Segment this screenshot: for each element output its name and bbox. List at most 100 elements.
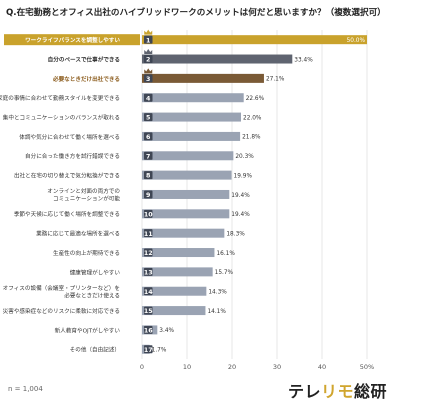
row-highlight [4,34,140,46]
category-label: オフィスの設備（会議室・プリンターなど）を [3,284,120,292]
bar [142,189,230,199]
bar [142,35,367,45]
value-label: 1.7% [152,348,167,354]
rank-number: 12 [144,250,153,257]
rank-badge [144,132,153,141]
value-label: 22.0% [243,115,262,121]
value-label: 19.4% [231,212,250,218]
brand-logo: テレリモ総研 [288,378,387,402]
rank-number: 2 [146,57,150,64]
rank-number: 15 [144,308,153,315]
category-label: 出社と在宅の切り替えで気分転換ができる [14,172,120,180]
crown-shape [144,49,153,55]
rank-number: 14 [144,289,153,296]
category-label: 必要なときだけ出社できる [52,75,120,83]
x-tick-label: 20 [228,363,236,371]
x-tick-label: 10 [183,363,191,371]
rank-badge [144,267,153,276]
category-label: 災害や感染症などのリスクに柔軟に対応できる [3,307,120,315]
rank-badge [144,287,153,296]
rank-number: 3 [146,76,150,83]
rank-badge [144,306,153,315]
rank-number: 8 [146,173,150,180]
x-tick-label: 30 [273,363,281,371]
value-label: 19.9% [234,173,253,179]
category-label: 自分に合った働き方を試行錯誤できる [25,152,120,160]
rank-number: 9 [146,192,150,199]
rank-number: 6 [146,134,151,141]
bar [142,112,241,122]
value-label: 16.1% [216,251,235,257]
bar [142,286,207,296]
rank-badge [144,55,153,64]
sample-size-note: n = 1,004 [8,385,43,393]
category-label: 健康管理がしやすい [70,268,121,276]
category-label: 生産性の向上が期待できる [53,249,120,257]
category-label: 集中とコミュニケーションのバランスが取れる [3,113,120,121]
bar [142,267,213,277]
bar [142,54,293,64]
rank-number: 5 [146,115,150,122]
category-label: コミュニケーションが可能 [53,195,120,203]
rank-badge [144,171,153,180]
bar [142,248,215,258]
rank-number: 17 [144,347,153,354]
rank-number: 11 [144,231,153,238]
rank-number: 1 [146,37,150,44]
rank-badge [144,74,153,83]
value-label: 33.4% [294,57,313,63]
value-label: 22.6% [246,96,265,102]
category-label: ワークライフバランスを調整しやすい [25,36,120,44]
rank-badge [144,151,153,160]
rank-badge [144,35,153,44]
rank-badge [144,325,153,334]
chart-title: Q.在宅勤務とオフィス出社のハイブリッドワークのメリットは何だと思いますか？（複… [6,8,386,18]
bar [142,151,234,161]
rank-number: 7 [146,153,150,160]
bar [142,170,232,180]
category-label: 必要なときだけ使える [64,291,120,299]
crown-icon [144,29,153,35]
crown-icon [144,49,153,55]
bar [142,131,241,141]
value-label: 18.3% [226,231,245,237]
bar [142,209,230,219]
category-label: 季節や天候に応じて働く場所を調整できる [14,210,120,218]
category-label: その他（自由記述） [70,346,120,354]
rank-badge [144,209,153,218]
x-tick-label: 40 [318,363,326,371]
value-label: 14.3% [208,290,227,296]
rank-badge [144,248,153,257]
value-label: 3.4% [159,328,174,334]
category-label: オンラインと対面の両方での [47,187,120,195]
rank-badge [144,93,153,102]
value-label: 14.1% [207,309,226,315]
rank-badge [144,229,153,238]
brand-accent: リモ [321,382,355,401]
crown-shape [144,29,153,35]
x-tick-label: 50% [360,363,374,371]
brand-part2: 総研 [354,382,388,401]
rank-number: 10 [144,211,153,218]
rank-number: 4 [146,95,151,102]
category-label: 新人教育やOJTがしやすい [55,326,121,334]
value-label: 19.4% [231,193,250,199]
value-label: 50.0% [347,38,366,44]
rank-number: 13 [144,269,153,276]
crown-icon [144,68,153,74]
x-tick-label: 0 [140,363,144,371]
category-label: 自分のペースで仕事ができる [48,55,120,63]
category-label: 家庭の事情に合わせて勤務スタイルを変更できる [0,94,120,102]
bar [142,306,206,316]
value-label: 20.3% [235,154,254,160]
rank-badge [144,113,153,122]
bar [142,93,244,103]
rank-number: 16 [144,328,153,335]
brand-part1: テレ [288,382,322,401]
crown-shape [144,68,153,74]
category-label: 体調や気分に合わせて働く場所を選べる [19,133,120,141]
value-label: 27.1% [266,77,285,83]
bar [142,73,264,83]
category-label: 業務に応じて最適な場所を選べる [36,230,120,238]
